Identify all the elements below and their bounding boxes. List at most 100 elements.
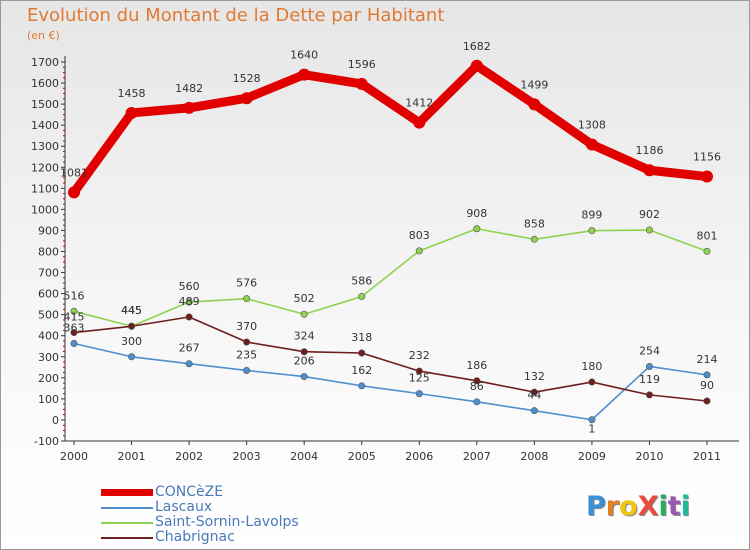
x-tick-label: 2007: [463, 450, 491, 463]
data-point: [645, 391, 653, 399]
data-point: [300, 373, 308, 381]
data-point: [588, 378, 596, 386]
data-point: [643, 164, 656, 177]
data-label: 235: [236, 348, 257, 361]
data-point: [358, 293, 366, 301]
data-label: 489: [179, 295, 200, 308]
data-label: 1156: [693, 151, 721, 164]
data-point: [183, 101, 196, 114]
logo-letter: i: [680, 491, 690, 522]
x-tick-label: 2008: [520, 450, 548, 463]
data-point: [358, 382, 366, 390]
data-point: [128, 322, 136, 330]
data-label: 363: [64, 322, 85, 335]
logo-letter: P: [586, 491, 606, 522]
data-point: [530, 407, 538, 415]
data-label: 267: [179, 342, 200, 355]
data-point: [528, 98, 541, 111]
data-point: [68, 186, 80, 199]
data-point: [185, 298, 193, 306]
legend-swatch-lascaux: [101, 506, 153, 509]
x-tick-label: 2010: [635, 450, 663, 463]
data-point: [240, 92, 253, 105]
data-label: 254: [639, 344, 660, 357]
data-label: 232: [409, 349, 430, 362]
logo-letter: t: [667, 491, 681, 522]
data-point: [473, 398, 481, 406]
y-tick-label: 300: [38, 351, 59, 364]
y-tick-label: 1700: [31, 56, 59, 69]
data-label: 445: [121, 304, 142, 317]
x-tick-label: 2003: [233, 450, 261, 463]
data-label: 1081: [60, 166, 88, 179]
x-tick-label: 2009: [578, 450, 606, 463]
data-point: [415, 247, 423, 255]
data-point: [701, 170, 713, 183]
data-label: 908: [466, 207, 487, 220]
data-point: [243, 366, 251, 374]
data-label: 1499: [520, 78, 548, 91]
data-point: [70, 329, 78, 337]
y-tick-label: 1400: [31, 119, 59, 132]
data-point: [298, 68, 311, 81]
y-tick-label: 700: [38, 267, 59, 280]
data-label: 214: [697, 353, 718, 366]
data-point: [125, 106, 138, 119]
data-label: 300: [121, 335, 142, 348]
y-tick-label: 1000: [31, 203, 59, 216]
data-point: [530, 235, 538, 243]
data-point: [703, 371, 711, 379]
x-tick-label: 2011: [693, 450, 721, 463]
legend-item-chabrignac: Chabrignac: [101, 530, 299, 545]
y-tick-label: 500: [38, 309, 59, 322]
y-tick-label: 400: [38, 330, 59, 343]
data-label: 445: [121, 304, 142, 317]
legend-swatch-saint-sornin-lavolps: [101, 521, 153, 524]
legend-label-lascaux: Lascaux: [155, 499, 213, 515]
data-point: [473, 225, 481, 233]
data-label: 86: [470, 380, 484, 393]
y-tick-label: 600: [38, 288, 59, 301]
data-point: [470, 59, 483, 72]
data-label: 899: [581, 209, 602, 222]
data-label: 560: [179, 280, 200, 293]
data-label: 803: [409, 229, 430, 242]
data-point: [415, 367, 423, 375]
data-label: 858: [524, 217, 545, 230]
data-point: [473, 377, 481, 385]
data-point: [355, 77, 368, 90]
data-label: 1458: [118, 87, 146, 100]
series-line: [69, 61, 712, 197]
y-tick-label: 1500: [31, 98, 59, 111]
x-tick-label: 2001: [118, 450, 146, 463]
data-label: 1186: [635, 144, 663, 157]
data-label: 125: [409, 372, 430, 385]
x-tick-label: 2004: [290, 450, 318, 463]
legend-item-concèze: CONCèZE: [101, 485, 299, 500]
x-tick-label: 2006: [405, 450, 433, 463]
legend-label-chabrignac: Chabrignac: [155, 529, 235, 545]
data-point: [645, 362, 653, 370]
data-label: 44: [527, 389, 541, 402]
data-point: [588, 416, 596, 424]
data-label: 132: [524, 370, 545, 383]
data-label: 1482: [175, 82, 203, 95]
data-point: [585, 138, 598, 151]
data-label: 1308: [578, 119, 606, 132]
y-tick-label: 1600: [31, 77, 59, 90]
data-label: 801: [697, 229, 718, 242]
data-label: 502: [294, 292, 315, 305]
data-point: [413, 116, 426, 129]
data-point: [415, 390, 423, 398]
y-tick-label: 1100: [31, 182, 59, 195]
legend: CONCèZE Lascaux Saint-Sornin-Lavolps Cha…: [101, 485, 299, 545]
data-point: [185, 360, 193, 368]
y-tick-label: 800: [38, 246, 59, 259]
data-label: 576: [236, 277, 257, 290]
y-tick-label: 100: [38, 393, 59, 406]
data-label: 1682: [463, 40, 491, 53]
data-point: [243, 295, 251, 303]
legend-swatch-concèze: [101, 489, 153, 496]
data-label: 186: [466, 359, 487, 372]
